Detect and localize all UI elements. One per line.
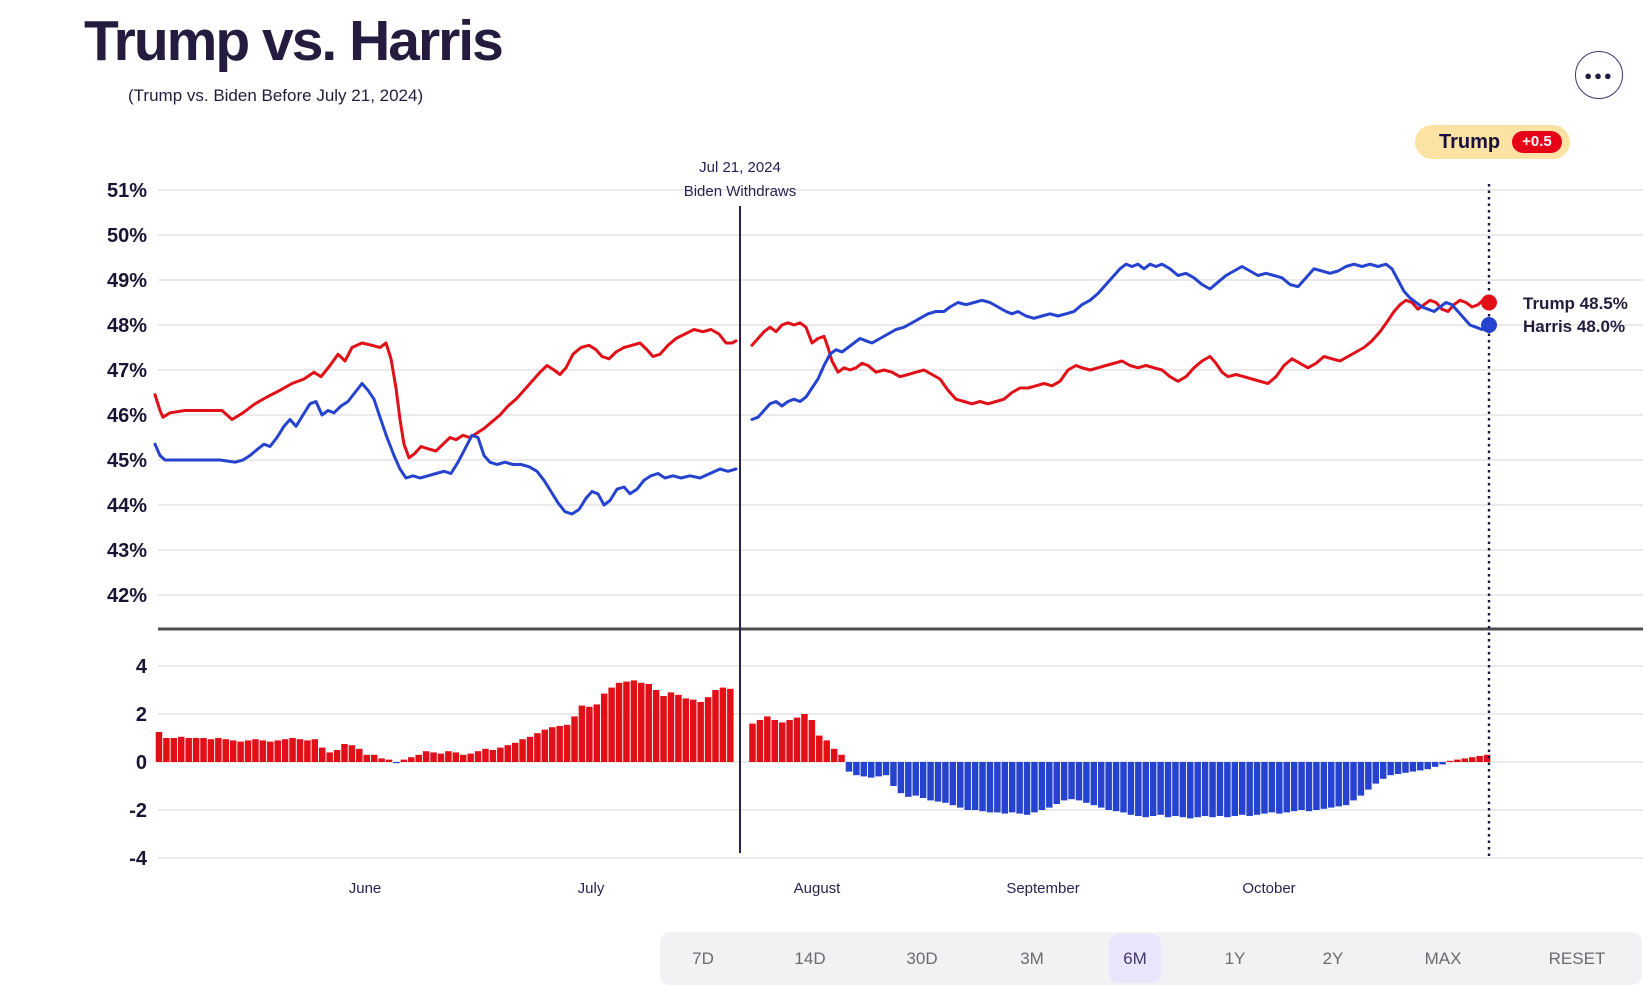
spread-tick--2: -2 [129, 800, 147, 822]
harris-end-label: Harris 48.0% [1523, 317, 1625, 336]
trump-line-after [750, 298, 1491, 406]
y-tick-44: 44% [107, 495, 147, 517]
leader-badge: Trump +0.5 [1415, 125, 1570, 159]
range-button-reset[interactable]: RESET [1548, 948, 1606, 968]
event-date-label: Jul 21, 2024 [699, 159, 781, 176]
range-button-14d[interactable]: 14D [794, 948, 826, 968]
gridlines [158, 189, 1643, 859]
range-button-1y[interactable]: 1Y [1224, 948, 1246, 968]
trump-end-dot [1481, 294, 1497, 311]
trump-line-before [153, 328, 738, 460]
y-tick-49: 49% [107, 270, 147, 292]
range-button-7d[interactable]: 7D [692, 948, 714, 968]
leader-name: Trump [1439, 130, 1501, 153]
y-tick-45: 45% [107, 450, 147, 472]
trump-end-label: Trump 48.5% [1523, 294, 1628, 313]
range-button-max[interactable]: MAX [1424, 948, 1462, 968]
page-subtitle: (Trump vs. Biden Before July 21, 2024) [128, 86, 424, 105]
spread-tick-0: 0 [136, 752, 147, 774]
y-tick-50: 50% [107, 225, 147, 247]
harris-end-dot [1481, 317, 1497, 333]
range-button-bar: 7D 14D 30D 3M 6M 1Y 2Y MAX RESET [660, 932, 1642, 985]
month-label-september: September [1006, 880, 1079, 897]
axis-labels: 51% 50% 49% 48% 47% 46% 45% 44% 43% 42% 4 2 0 -2 -4 Jun… [107, 180, 1296, 897]
y-tick-51: 51% [107, 180, 147, 202]
biden-line-before [153, 382, 738, 516]
spread-tick--4: -4 [129, 848, 148, 870]
event-text-label: Biden Withdraws [684, 183, 797, 200]
y-tick-43: 43% [107, 540, 147, 562]
y-tick-46: 46% [107, 405, 147, 427]
poll-lines [153, 262, 1491, 516]
y-tick-47: 47% [107, 360, 147, 382]
ellipsis-icon: ●●● [1584, 67, 1614, 83]
spread-bars [155, 680, 1491, 819]
range-button-3m[interactable]: 3M [1020, 948, 1044, 968]
menu-button[interactable]: ●●● [1575, 51, 1623, 99]
y-tick-42: 42% [107, 585, 147, 607]
range-button-30d[interactable]: 30D [906, 948, 938, 968]
leader-margin-pill: +0.5 [1512, 130, 1562, 154]
spread-tick-2: 2 [136, 704, 147, 726]
y-tick-48: 48% [107, 315, 147, 337]
month-label-june: June [349, 880, 382, 897]
page-title: Trump vs. Harris [84, 9, 504, 73]
range-button-6m[interactable]: 6M [1109, 934, 1161, 983]
harris-line-after [750, 262, 1491, 421]
range-button-2y[interactable]: 2Y [1322, 948, 1344, 968]
month-label-august: August [794, 880, 842, 897]
month-label-october: October [1242, 880, 1295, 897]
spread-tick-4: 4 [136, 656, 148, 678]
month-label-july: July [578, 880, 605, 897]
